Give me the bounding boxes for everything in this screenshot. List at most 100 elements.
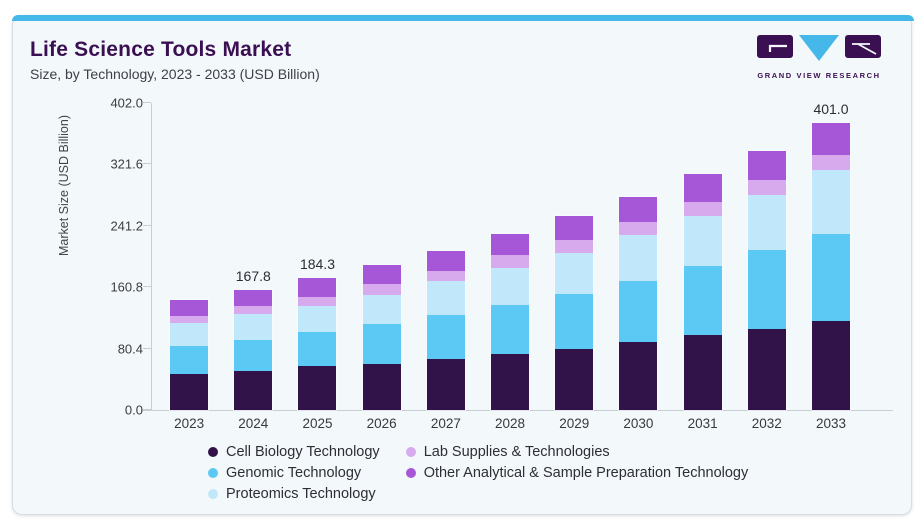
stacked-bar-2024 bbox=[233, 288, 274, 412]
y-axis-line bbox=[151, 103, 152, 410]
bar-segment bbox=[491, 255, 530, 268]
y-tick-label: 241.2 bbox=[110, 218, 143, 234]
chart-legend: Cell Biology Technology Lab Supplies & Te… bbox=[208, 444, 748, 502]
bar-segment bbox=[683, 266, 722, 336]
legend-item: Lab Supplies & Technologies bbox=[405, 444, 749, 460]
x-tick-label: 2024 bbox=[238, 416, 269, 431]
legend-swatch-icon bbox=[208, 489, 218, 499]
stacked-bar-2028 bbox=[490, 233, 531, 411]
bar-segment bbox=[747, 328, 786, 410]
bar-slot: 2026 bbox=[350, 103, 414, 431]
x-tick-label: 2030 bbox=[623, 416, 654, 431]
x-tick-label: 2031 bbox=[687, 416, 718, 431]
bar-segment bbox=[170, 346, 209, 375]
bar-segment bbox=[747, 250, 786, 329]
bar-segment bbox=[426, 314, 465, 360]
bar-slot: 2029 bbox=[542, 103, 606, 431]
bar-slot: 2023 bbox=[157, 103, 221, 431]
bar-slot: 2028 bbox=[478, 103, 542, 431]
stacked-bar-2032 bbox=[746, 150, 787, 411]
bar-total-label: 401.0 bbox=[813, 100, 849, 117]
bar-segment bbox=[298, 278, 337, 297]
bar-segment bbox=[555, 240, 594, 254]
x-tick-label: 2033 bbox=[815, 416, 846, 431]
legend-label: Other Analytical & Sample Preparation Te… bbox=[423, 465, 749, 481]
legend-swatch-icon bbox=[405, 447, 416, 457]
x-axis-line bbox=[141, 410, 893, 411]
x-tick-label: 2026 bbox=[366, 416, 397, 431]
page-subtitle: Size, by Technology, 2023 - 2033 (USD Bi… bbox=[30, 66, 320, 82]
bar-segment bbox=[234, 313, 273, 340]
legend-swatch-icon bbox=[405, 468, 416, 478]
y-tick-mark bbox=[143, 224, 151, 226]
legend-item: Genomic Technology bbox=[208, 465, 380, 481]
bar-segment bbox=[491, 234, 530, 256]
y-tick-mark bbox=[143, 347, 151, 349]
bar-segment bbox=[811, 155, 850, 171]
bar-segment bbox=[362, 295, 401, 325]
x-tick-label: 2029 bbox=[559, 416, 590, 431]
bar-segment bbox=[426, 359, 465, 410]
y-tick-label: 0.0 bbox=[124, 402, 143, 418]
bar-segment bbox=[555, 216, 594, 241]
bar-segment bbox=[170, 316, 209, 324]
bar-segment bbox=[555, 293, 594, 349]
y-tick-label: 80.4 bbox=[117, 341, 143, 357]
bar-segment bbox=[683, 216, 722, 267]
chart-card: Life Science Tools Market Size, by Techn… bbox=[12, 15, 914, 515]
bar-segment bbox=[298, 296, 337, 306]
stacked-bar-2029 bbox=[554, 215, 595, 411]
y-axis-title: Market Size (USD Billion) bbox=[57, 114, 71, 256]
bar-segment bbox=[491, 305, 530, 355]
stacked-bar-2026 bbox=[361, 264, 402, 411]
legend-swatch-icon bbox=[208, 447, 218, 457]
bar-segment bbox=[747, 180, 786, 196]
bar-segment bbox=[362, 324, 401, 365]
bar-segment bbox=[426, 271, 465, 282]
legend-label: Proteomics Technology bbox=[226, 486, 376, 502]
bar-segment bbox=[298, 331, 337, 367]
bar-segment bbox=[811, 321, 850, 410]
legend-item: Other Analytical & Sample Preparation Te… bbox=[405, 465, 749, 481]
bar-segment bbox=[555, 348, 594, 410]
stacked-bar-2023 bbox=[169, 298, 210, 412]
bars-container: 2023 167.8 2024 184.3 2025 2026 2027 2028 2029 20… bbox=[152, 100, 891, 431]
bar-slot: 401.0 2033 bbox=[799, 100, 863, 431]
bar-segment bbox=[426, 251, 465, 272]
bar-segment bbox=[747, 151, 786, 181]
bar-segment bbox=[426, 281, 465, 315]
bar-segment bbox=[170, 374, 209, 410]
x-tick-label: 2023 bbox=[174, 416, 205, 431]
legend-label: Genomic Technology bbox=[226, 465, 362, 481]
legend-item: Cell Biology Technology bbox=[208, 444, 380, 460]
y-tick-label: 402.0 bbox=[110, 95, 143, 111]
plot-area: 2023 167.8 2024 184.3 2025 2026 2027 2028 2029 20… bbox=[110, 96, 893, 431]
bar-segment bbox=[298, 305, 337, 332]
bar-segment bbox=[683, 335, 722, 410]
bar-segment bbox=[362, 364, 401, 410]
bar-segment bbox=[619, 222, 658, 236]
x-tick-label: 2028 bbox=[495, 416, 526, 431]
stacked-bar-2033 bbox=[810, 121, 851, 412]
bar-segment bbox=[298, 366, 337, 410]
bar-segment bbox=[170, 323, 209, 347]
stacked-bar-2025 bbox=[297, 277, 338, 411]
bar-segment bbox=[811, 233, 850, 322]
legend-label: Cell Biology Technology bbox=[226, 444, 380, 460]
bar-segment bbox=[555, 253, 594, 294]
x-tick-label: 2027 bbox=[430, 416, 461, 431]
card-top-accent bbox=[12, 15, 914, 21]
bar-total-label: 167.8 bbox=[235, 267, 271, 284]
page-title: Life Science Tools Market bbox=[30, 38, 292, 61]
y-tick-label: 321.6 bbox=[110, 156, 143, 172]
bar-slot: 2030 bbox=[606, 103, 670, 431]
legend-label: Lab Supplies & Technologies bbox=[423, 444, 610, 460]
bar-segment bbox=[811, 170, 850, 234]
stacked-bar-2031 bbox=[682, 172, 723, 412]
legend-swatch-icon bbox=[208, 468, 218, 478]
bar-slot: 2031 bbox=[671, 103, 735, 431]
gvr-logo-icon bbox=[757, 35, 881, 61]
bar-slot: 2032 bbox=[735, 103, 799, 431]
y-tick-mark bbox=[143, 163, 151, 165]
brand-name: GRAND VIEW RESEARCH bbox=[757, 71, 881, 80]
